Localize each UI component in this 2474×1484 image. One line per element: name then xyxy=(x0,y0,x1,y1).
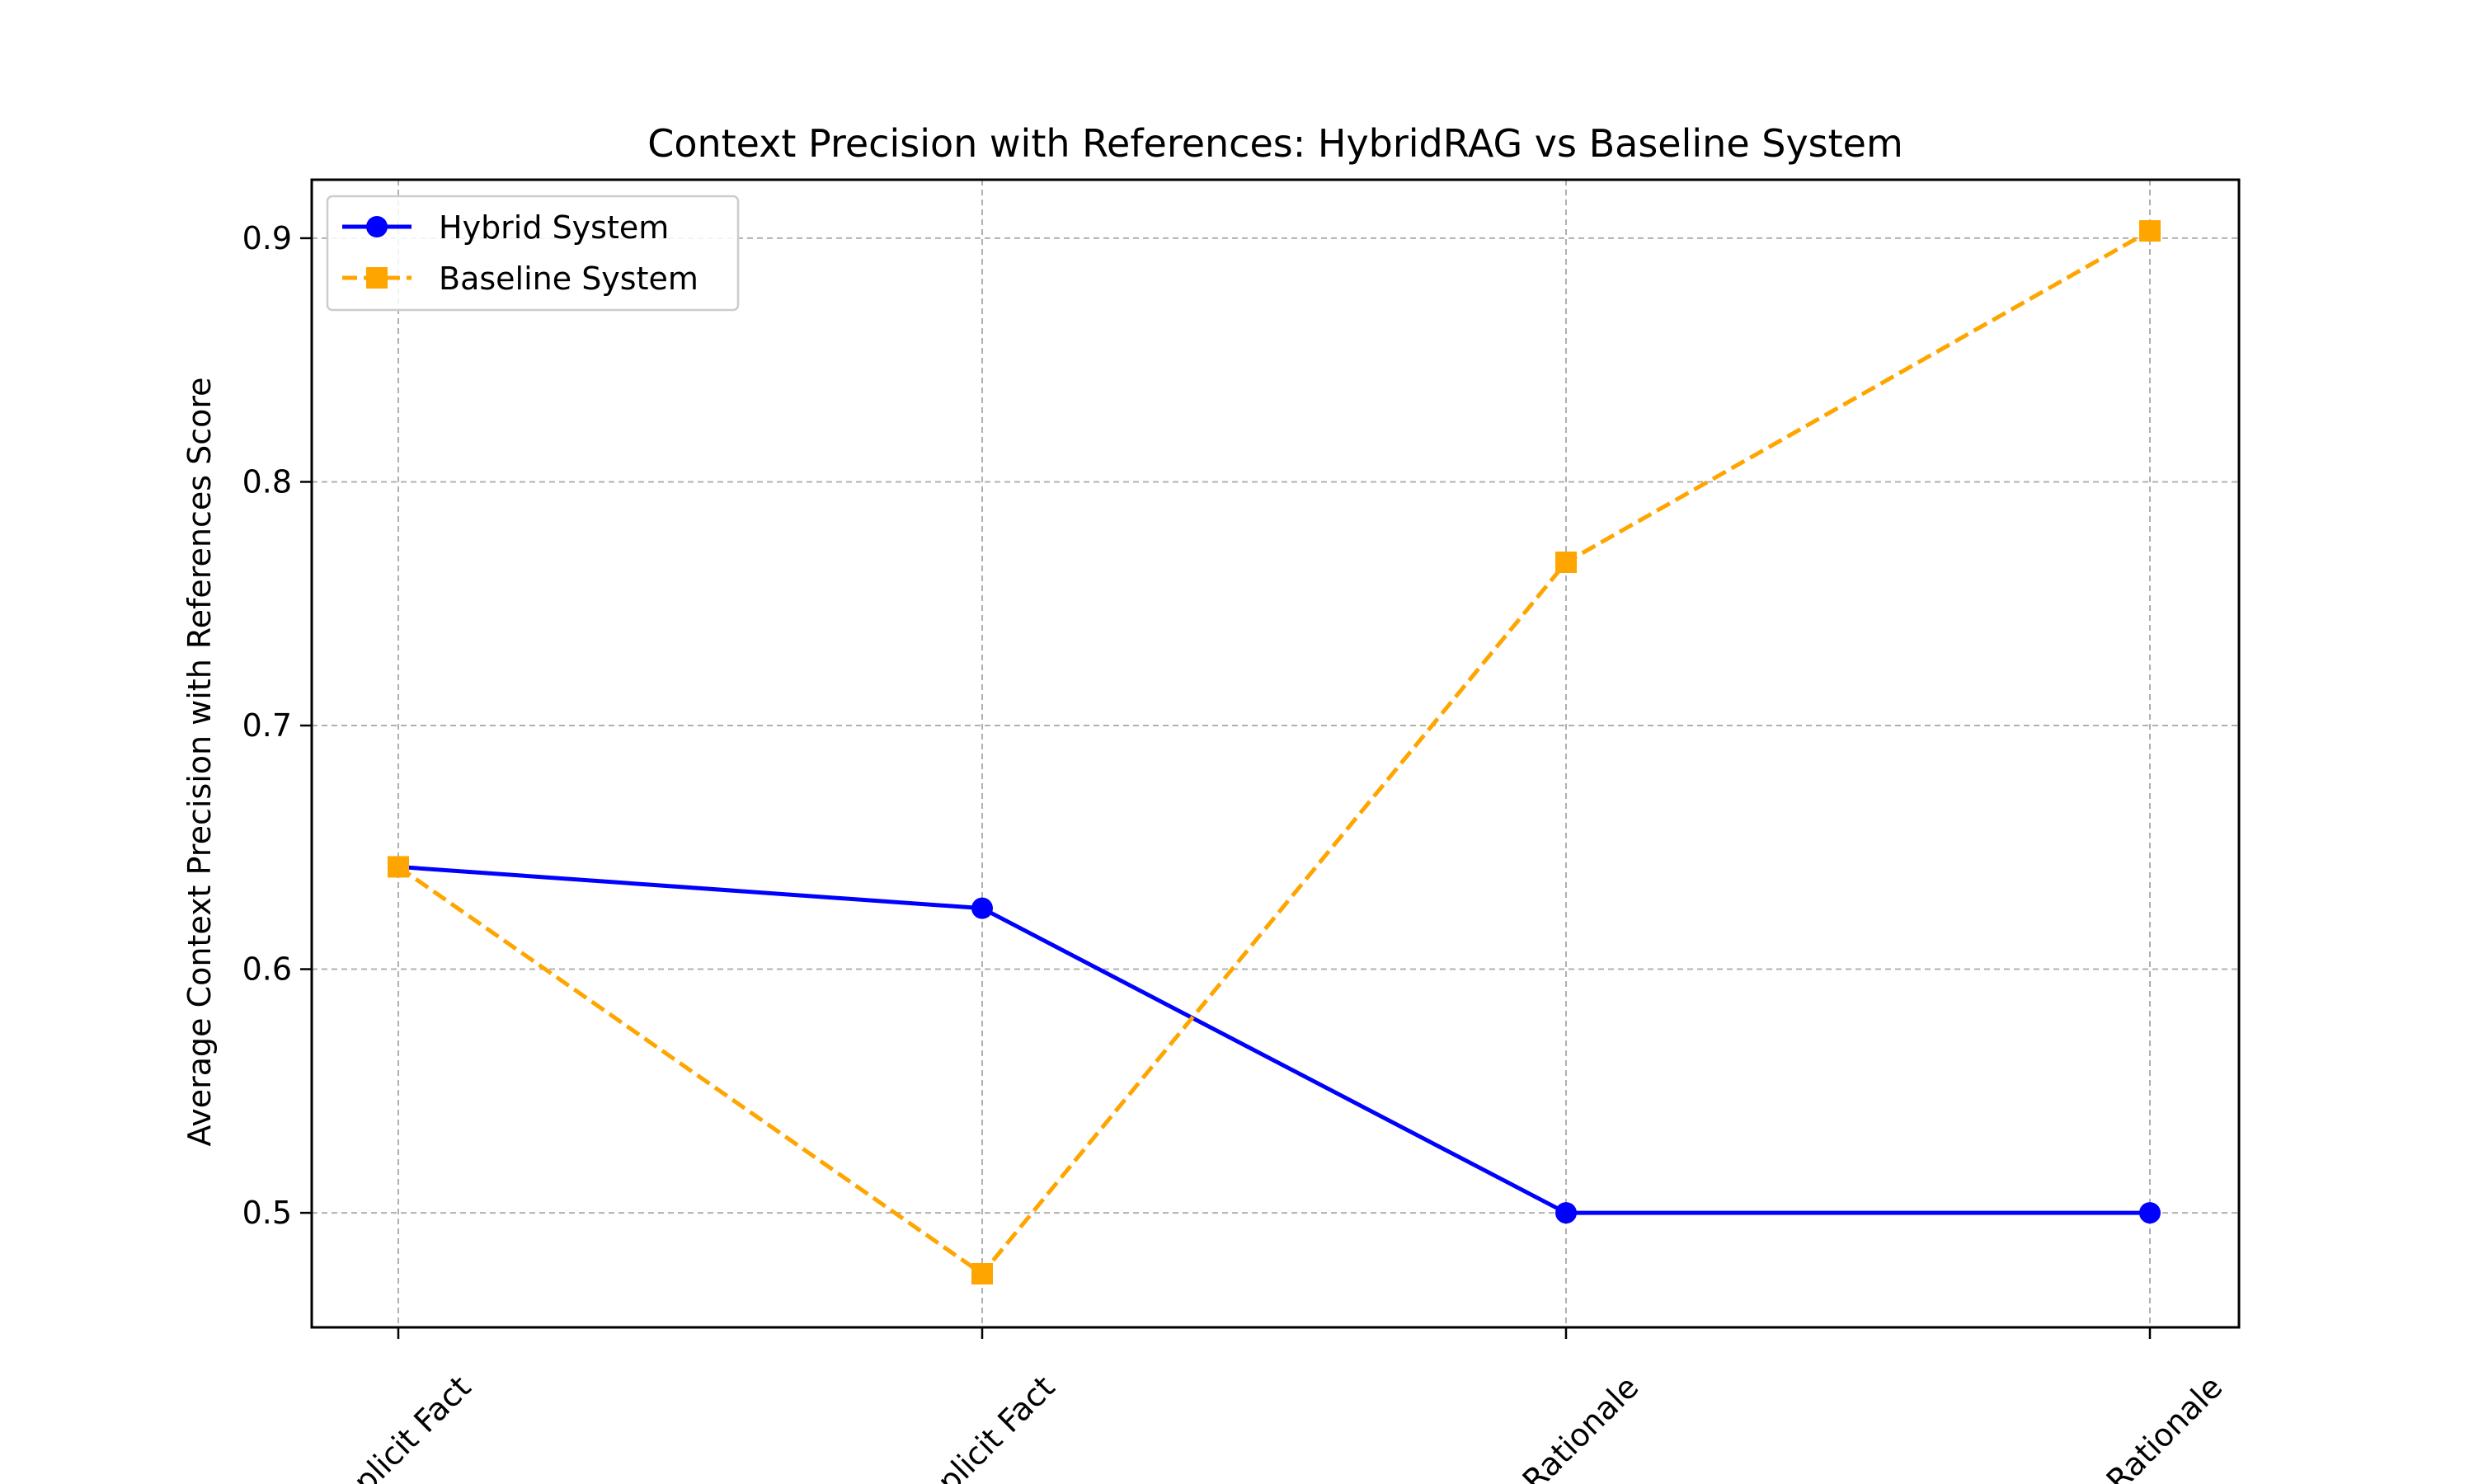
series-line-baseline xyxy=(397,228,2152,1276)
legend: Hybrid System Baseline System xyxy=(326,195,740,312)
data-point xyxy=(1555,1202,1577,1224)
data-point xyxy=(2139,1202,2161,1224)
data-point xyxy=(2139,220,2161,242)
legend-label: Baseline System xyxy=(439,261,698,297)
legend-label: Hybrid System xyxy=(439,209,669,246)
series-layer xyxy=(388,220,2161,1284)
data-point xyxy=(971,1262,993,1284)
grid xyxy=(312,180,2239,1327)
legend-box xyxy=(326,195,740,312)
data-point xyxy=(388,856,409,878)
chart-title: Context Precision with References: Hybri… xyxy=(647,121,1903,166)
legend-marker xyxy=(366,267,388,289)
y-tick-label: 0.9 xyxy=(242,220,292,256)
series-line-hybrid xyxy=(397,864,2150,1215)
data-point xyxy=(1555,552,1577,573)
y-tick-label: 0.8 xyxy=(242,463,292,500)
y-tick-label: 0.6 xyxy=(242,951,292,988)
y-axis-label: Average Context Precision with Reference… xyxy=(181,377,218,1146)
plot-frame xyxy=(310,178,2241,1329)
y-tick-label: 0.7 xyxy=(242,707,292,744)
y-axis-ticks: 0.5 0.6 0.7 0.8 0.9 xyxy=(242,220,312,1231)
y-tick-label: 0.5 xyxy=(242,1195,292,1231)
data-point xyxy=(971,897,993,919)
legend-marker xyxy=(366,216,388,237)
